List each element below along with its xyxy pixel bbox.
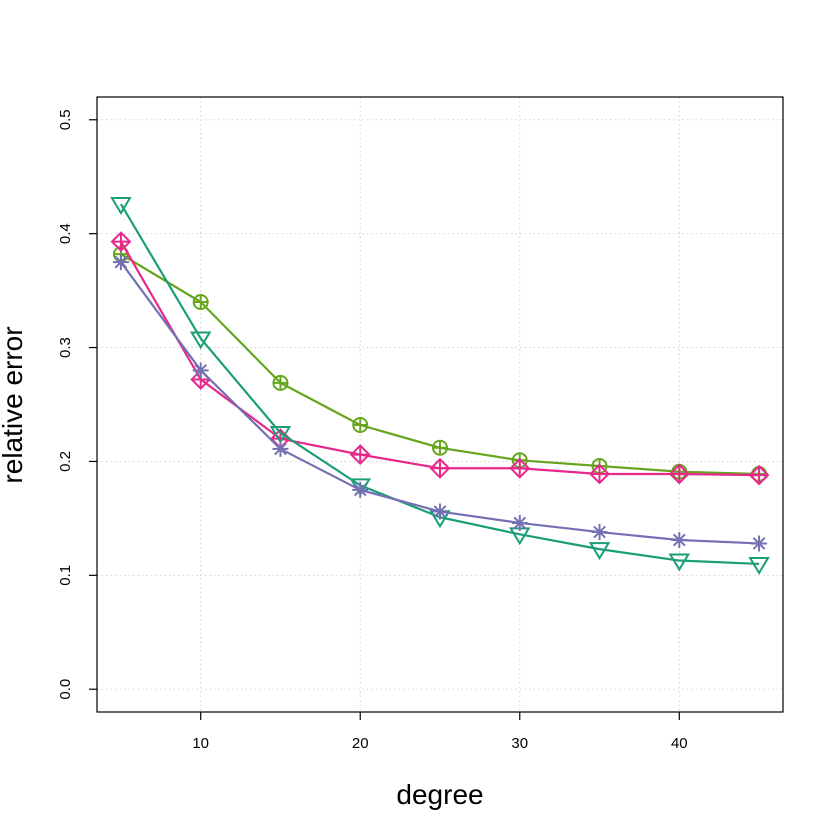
y-tick-label: 0.5 (57, 109, 74, 130)
data-point (589, 463, 610, 485)
marker-asterisk (192, 362, 209, 379)
marker-asterisk (671, 532, 688, 549)
x-tick-label: 40 (671, 735, 688, 752)
data-point (591, 524, 608, 541)
data-point (192, 294, 209, 310)
y-tick-label: 0.4 (57, 223, 74, 244)
marker-plus (590, 464, 609, 483)
data-point (511, 514, 528, 531)
plot-frame (96, 96, 784, 713)
series-4 (112, 254, 768, 552)
data-point (748, 464, 770, 486)
data-point (352, 481, 369, 498)
marker-triangle (668, 553, 691, 572)
x-axis: 10 20 30 40 (192, 712, 688, 752)
marker-triangle (189, 331, 212, 350)
y-tick-label: 0.3 (57, 337, 74, 358)
marker-plus (670, 464, 689, 483)
marker-asterisk (511, 514, 528, 531)
data-point (269, 425, 292, 444)
data-point (432, 439, 448, 456)
data-point (509, 457, 531, 479)
x-tick-label: 20 (352, 735, 369, 752)
marker-plus (433, 440, 447, 455)
marker-plus (510, 459, 529, 478)
x-tick-label: 30 (511, 735, 528, 752)
data-point (110, 231, 132, 253)
y-axis-title: relative error (0, 326, 28, 483)
marker-plus (111, 232, 130, 251)
data-point (189, 331, 212, 350)
data-point (352, 417, 369, 433)
series-line (120, 261, 760, 545)
data-point (751, 535, 768, 552)
data-point (588, 542, 611, 561)
marker-asterisk (272, 440, 289, 457)
marker-asterisk (751, 535, 768, 552)
marker-triangle (269, 425, 292, 444)
data-point (192, 362, 209, 379)
data-point (429, 457, 451, 479)
data-point (668, 463, 690, 485)
series-2 (110, 231, 770, 486)
marker-plus (193, 295, 208, 309)
marker-diamond (429, 457, 451, 479)
data-point (349, 444, 371, 466)
marker-plus (353, 418, 368, 432)
marker-plus (351, 445, 370, 464)
data-point (110, 197, 132, 215)
marker-asterisk (112, 254, 129, 271)
data-point (112, 254, 129, 271)
x-tick-label: 10 (192, 735, 209, 752)
marker-triangle (588, 542, 611, 561)
y-tick-label: 0.0 (57, 679, 74, 700)
data-point (748, 556, 770, 575)
marker-asterisk (591, 524, 608, 541)
grid-lines (97, 97, 783, 712)
marker-triangle (110, 197, 132, 215)
marker-diamond (110, 231, 132, 253)
series-layer (110, 197, 770, 575)
marker-plus (273, 375, 288, 390)
x-axis-title: degree (396, 779, 483, 810)
y-tick-label: 0.2 (57, 451, 74, 472)
marker-triangle (748, 556, 770, 575)
data-point (272, 440, 289, 457)
marker-diamond (509, 457, 531, 479)
marker-asterisk (352, 481, 369, 498)
y-axis: 0.0 0.1 0.2 0.3 0.4 0.5 (57, 109, 97, 700)
data-point (668, 553, 691, 572)
y-tick-label: 0.1 (57, 565, 74, 586)
data-point (671, 532, 688, 549)
marker-plus (750, 466, 769, 485)
data-point (432, 503, 448, 520)
data-point (272, 374, 289, 391)
marker-asterisk (432, 503, 448, 520)
marker-plus (431, 459, 449, 478)
series-1 (112, 246, 768, 482)
